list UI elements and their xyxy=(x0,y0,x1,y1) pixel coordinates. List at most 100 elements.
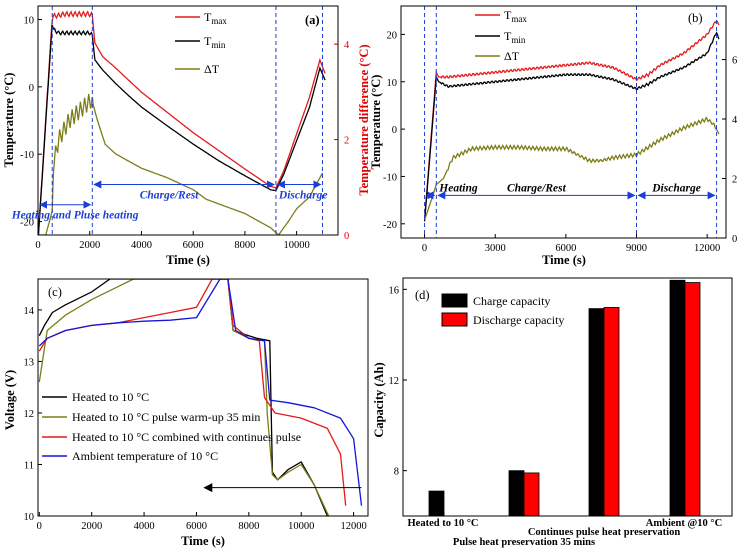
panel-c-ytick-label: 13 xyxy=(24,357,35,368)
legend-b-dt: ΔT xyxy=(504,49,520,63)
panel-d-bar-3-0 xyxy=(669,279,686,517)
panel-d-ytick-label: 12 xyxy=(389,376,400,387)
panel-a-xtick-label: 6000 xyxy=(183,240,204,251)
panel-b-legend: Tmax Tmin ΔT xyxy=(475,8,527,63)
panel-b-xtick-label: 0 xyxy=(422,243,427,254)
panel-b-xtick-label: 3000 xyxy=(485,243,506,254)
panel-b-ytick-label: -10 xyxy=(383,172,397,183)
panel-a-xtick-label: 2000 xyxy=(79,240,100,251)
panel-b-ytick-label: -20 xyxy=(383,220,397,231)
legend-b-tmax: Tmax xyxy=(504,8,527,24)
panel-c-frame xyxy=(37,278,369,517)
panel-c-xtick-label: 12000 xyxy=(340,521,366,532)
panel-a-y2tick-label: 4 xyxy=(344,40,350,51)
panel-a-plot: 0 2000 4000 6000 8000 10000 -20 -10 0 10 0 2 4 Heatin… xyxy=(11,6,350,251)
panel-b-xlabel: Time (s) xyxy=(542,253,586,267)
panel-a-ytick-label: -20 xyxy=(20,218,34,229)
panel-b-annot-label: Heating xyxy=(438,182,478,194)
panel-b-annot-label: Discharge xyxy=(651,182,701,194)
panel-a-annot-label: Discharge xyxy=(278,189,328,201)
panel-b-annot-label: Charge/Rest xyxy=(507,182,567,194)
panel-c-legend: Heated to 10 °C Heated to 10 °C pulse wa… xyxy=(42,390,301,463)
panel-d-ytick-label: 16 xyxy=(389,285,400,296)
panel-a-ytick-label: 0 xyxy=(29,83,34,94)
panel-b-series-0-line xyxy=(423,19,720,220)
panel-b-plot: 0 3000 6000 9000 12000 -20 -10 0 10 20 0 2 4 6 Heating… xyxy=(383,6,738,254)
panel-c-plot: 0 2000 4000 6000 8000 10000 12000 10 11 12 13 14 xyxy=(24,279,367,532)
panel-c-series-group xyxy=(38,279,363,516)
panel-a-annot-label: Heating and Pluse heating xyxy=(11,210,139,222)
panel-b-xtick-label: 9000 xyxy=(626,243,647,254)
panel-b-ylabel: Temperature (°C) xyxy=(369,75,383,170)
panel-c-ytick-label: 11 xyxy=(24,460,34,471)
panel-a-xtick-label: 10000 xyxy=(283,240,309,251)
panel-d-bar-3-1 xyxy=(684,282,701,517)
panel-c-xtick-label: 6000 xyxy=(186,521,207,532)
panel-d-ytick-label: 8 xyxy=(394,467,399,478)
panel-c-xtick-label: 4000 xyxy=(134,521,155,532)
panel-a-xlabel: Time (s) xyxy=(166,253,210,267)
panel-a-ytick-label: -10 xyxy=(20,150,34,161)
panel-b-series-1-line xyxy=(423,31,720,222)
panel-d-ylabel: Capacity (Ah) xyxy=(372,362,386,437)
panel-d-category-label: Ambient @10 °C xyxy=(646,518,722,529)
panel-a-xtick-label: 8000 xyxy=(234,240,255,251)
legend-a-tmin: Tmin xyxy=(204,34,226,50)
panel-a-series-group xyxy=(38,10,326,235)
panel-c-xtick-label: 0 xyxy=(37,521,42,532)
panel-c-ylabel: Voltage (V) xyxy=(3,370,17,430)
panel-a-y2tick-label: 2 xyxy=(344,136,349,147)
legend-c-0: Heated to 10 °C xyxy=(72,390,149,404)
panel-d-legend: Charge capacity Discharge capacity xyxy=(441,293,564,327)
panel-a-frame xyxy=(37,5,339,236)
legend-c-1: Heated to 10 °C pulse warm-up 35 min xyxy=(72,410,260,424)
panel-c-series-0-line xyxy=(38,279,328,516)
panel-d-frame xyxy=(402,277,733,517)
panel-a-y2label: Temperature difference (°C) xyxy=(357,44,371,195)
panel-d-category-label: Heated to 10 °C xyxy=(408,518,479,529)
legend-d-charge-swatch xyxy=(441,293,468,308)
panel-b-series-2-line xyxy=(423,116,720,221)
panel-b-y2tick-label: 4 xyxy=(732,115,738,126)
panel-d-bar-0-0 xyxy=(428,490,445,517)
panel-d: (d) 8 12 16 Heated to 10 °C Pulse heat prese… xyxy=(372,277,733,548)
panel-a-y2tick-label: 0 xyxy=(344,231,349,242)
panel-d-bar-2-1 xyxy=(603,307,620,517)
panel-b-frame xyxy=(400,5,727,239)
panel-b: (b) 0 3000 6000 9000 12000 -20 -10 0 10 20 0 2 4 6 Hea… xyxy=(369,5,738,267)
panel-b-xtick-label: 12000 xyxy=(694,243,720,254)
panel-c-series-3-line xyxy=(38,279,363,506)
legend-d-discharge-swatch xyxy=(441,312,468,327)
panel-c-xtick-label: 10000 xyxy=(288,521,314,532)
legend-d-discharge: Discharge capacity xyxy=(473,313,564,327)
legend-c-2: Heated to 10 °C combined with continues … xyxy=(72,430,301,444)
panel-d-bar-2-0 xyxy=(588,308,605,517)
panel-a-label: (a) xyxy=(305,13,320,27)
legend-d-charge: Charge capacity xyxy=(473,294,550,308)
panel-d-plot: 8 12 16 Heated to 10 °C Pulse heat preservat… xyxy=(389,279,722,548)
panel-c-xtick-label: 2000 xyxy=(81,521,102,532)
panel-b-ytick-label: 10 xyxy=(387,78,398,89)
panel-a-ytick-label: 10 xyxy=(24,15,35,26)
legend-c-3: Ambient temperature of 10 °C xyxy=(72,449,218,463)
panel-b-ytick-label: 0 xyxy=(392,125,397,136)
legend-a-dt: ΔT xyxy=(204,62,220,76)
panel-d-category-label: Pulse heat preservation 35 mins xyxy=(453,537,595,548)
panel-b-xtick-label: 6000 xyxy=(555,243,576,254)
panel-a-annot-label: Charge/Rest xyxy=(140,189,200,201)
panel-d-bar-1-1 xyxy=(523,472,540,517)
panel-a-xtick-label: 4000 xyxy=(131,240,152,251)
panel-c-label: (c) xyxy=(48,285,62,299)
panel-b-ytick-label: 20 xyxy=(387,30,398,41)
panel-a-legend: Tmax Tmin ΔT xyxy=(175,10,227,76)
panel-b-y2tick-label: 0 xyxy=(732,234,737,245)
panel-c: (c) 0 2000 4000 6000 8000 10000 12000 10 11 12 13 1… xyxy=(3,278,369,548)
panel-c-xtick-label: 8000 xyxy=(238,521,259,532)
panel-a: (a) 0 2000 4000 6000 8000 10000 -20 -10 0 10 0 2 4 He… xyxy=(2,5,371,267)
panel-c-ytick-label: 14 xyxy=(24,306,35,317)
panel-d-label: (d) xyxy=(415,288,430,302)
legend-a-tmax: Tmax xyxy=(204,10,227,26)
panel-a-series-0-line xyxy=(38,10,326,235)
panel-d-bar-1-0 xyxy=(508,470,525,517)
